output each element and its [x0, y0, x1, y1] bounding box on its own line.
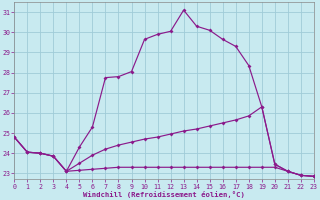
- X-axis label: Windchill (Refroidissement éolien,°C): Windchill (Refroidissement éolien,°C): [83, 191, 245, 198]
